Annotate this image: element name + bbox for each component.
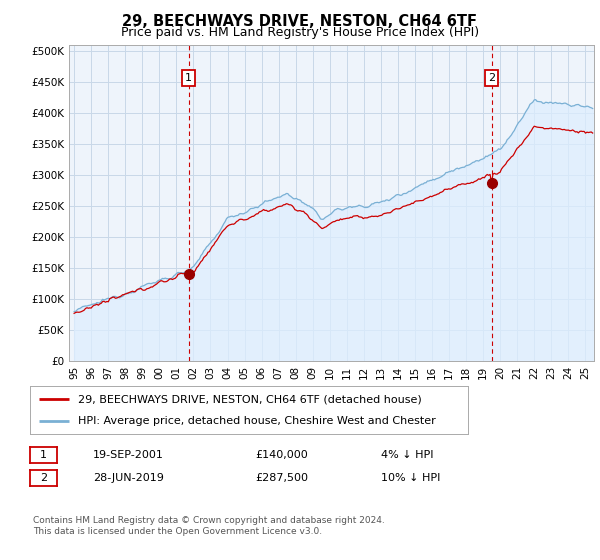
Text: 2: 2	[488, 73, 495, 83]
Text: 29, BEECHWAYS DRIVE, NESTON, CH64 6TF (detached house): 29, BEECHWAYS DRIVE, NESTON, CH64 6TF (d…	[78, 394, 422, 404]
Text: HPI: Average price, detached house, Cheshire West and Chester: HPI: Average price, detached house, Ches…	[78, 416, 436, 426]
Text: 2: 2	[40, 473, 47, 483]
Text: Contains HM Land Registry data © Crown copyright and database right 2024.
This d: Contains HM Land Registry data © Crown c…	[33, 516, 385, 536]
Text: £140,000: £140,000	[255, 450, 308, 460]
Text: 4% ↓ HPI: 4% ↓ HPI	[381, 450, 433, 460]
Text: 28-JUN-2019: 28-JUN-2019	[93, 473, 164, 483]
Text: Price paid vs. HM Land Registry's House Price Index (HPI): Price paid vs. HM Land Registry's House …	[121, 26, 479, 39]
Text: 1: 1	[40, 450, 47, 460]
Text: 10% ↓ HPI: 10% ↓ HPI	[381, 473, 440, 483]
Text: 29, BEECHWAYS DRIVE, NESTON, CH64 6TF: 29, BEECHWAYS DRIVE, NESTON, CH64 6TF	[122, 14, 478, 29]
Text: 19-SEP-2001: 19-SEP-2001	[93, 450, 164, 460]
Text: £287,500: £287,500	[255, 473, 308, 483]
Text: 1: 1	[185, 73, 192, 83]
